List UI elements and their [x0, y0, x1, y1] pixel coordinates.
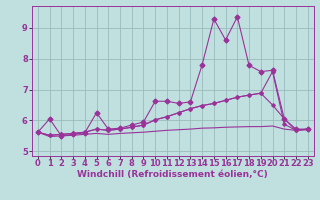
X-axis label: Windchill (Refroidissement éolien,°C): Windchill (Refroidissement éolien,°C): [77, 170, 268, 179]
